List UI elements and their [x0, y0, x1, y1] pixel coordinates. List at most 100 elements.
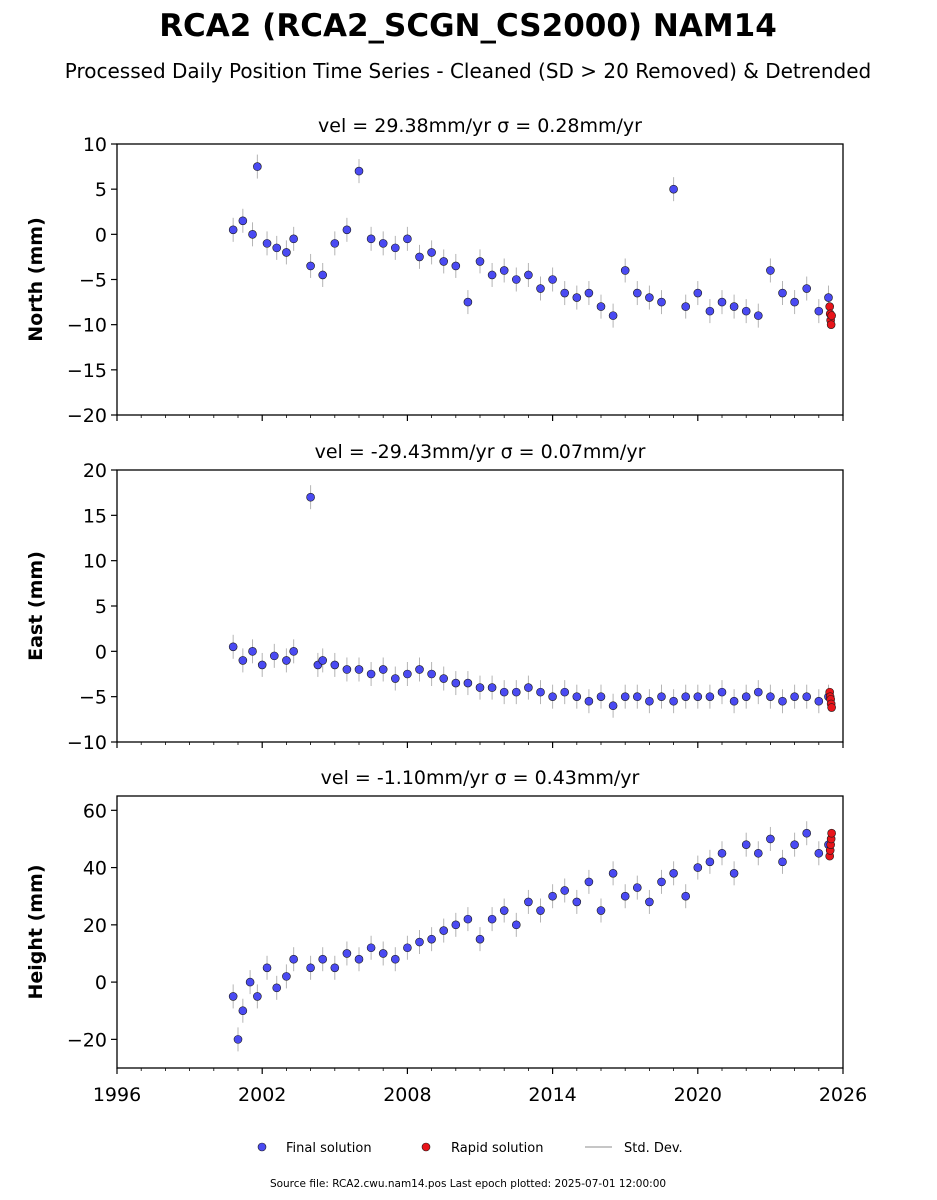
y-tick-label: −20 [67, 405, 107, 427]
final-point [318, 656, 328, 665]
rapid-point [827, 311, 836, 320]
final-point [620, 891, 630, 901]
y-tick-label: 20 [83, 915, 107, 937]
panel-title: vel = -29.43mm/yr σ = 0.07mm/yr [315, 441, 646, 463]
final-point [572, 692, 582, 701]
final-point [645, 897, 654, 907]
final-point [390, 243, 400, 253]
final-point [596, 692, 606, 701]
final-point [318, 954, 328, 964]
final-point [657, 877, 666, 887]
final-point [282, 972, 291, 981]
final-point [499, 906, 509, 915]
final-point [228, 992, 238, 1001]
final-point [693, 863, 703, 872]
y-axis-label: East (mm) [25, 551, 47, 661]
final-point [342, 225, 352, 235]
final-point [511, 920, 521, 930]
final-point [451, 678, 461, 688]
final-point [753, 848, 763, 858]
final-point [705, 692, 715, 701]
final-point [342, 665, 352, 674]
final-point [717, 297, 727, 307]
final-point [354, 954, 364, 964]
final-point [705, 857, 715, 867]
y-tick-label: 0 [95, 224, 107, 246]
final-point [608, 311, 618, 320]
final-point [753, 687, 763, 697]
final-point [475, 683, 485, 692]
y-tick-label: −5 [79, 687, 107, 709]
final-point [790, 297, 799, 307]
final-point [717, 848, 727, 858]
final-point [524, 897, 533, 907]
final-point [228, 642, 238, 652]
final-point [306, 261, 315, 271]
final-point [463, 297, 473, 307]
final-point [717, 687, 727, 697]
panel-title: vel = -1.10mm/yr σ = 0.43mm/yr [321, 767, 640, 789]
final-point [657, 692, 666, 701]
y-tick-label: −15 [67, 360, 107, 382]
final-point [487, 270, 497, 280]
x-tick-label: 1996 [93, 1084, 141, 1106]
final-point [632, 692, 642, 701]
final-point [524, 683, 533, 692]
final-point [228, 225, 238, 235]
final-point [596, 906, 606, 915]
final-point [378, 239, 388, 248]
final-point [536, 687, 545, 697]
final-point [802, 828, 812, 838]
final-point [330, 239, 340, 248]
final-point [306, 963, 315, 973]
final-point [354, 166, 364, 176]
final-point [584, 877, 594, 887]
final-point [487, 914, 497, 924]
final-point [620, 266, 630, 275]
final-point [620, 692, 630, 701]
final-point [282, 656, 291, 665]
final-point [814, 306, 824, 316]
final-point [729, 869, 739, 878]
final-point [475, 934, 485, 944]
x-tick-label: 2008 [383, 1084, 431, 1106]
final-point [487, 683, 497, 692]
rapid-point [826, 320, 836, 329]
final-point [632, 288, 642, 298]
final-point [306, 492, 315, 502]
legend-final-label: Final solution [286, 1141, 372, 1156]
final-point [814, 848, 824, 858]
final-point [778, 696, 787, 706]
final-point [729, 696, 739, 706]
x-tick-label: 2014 [528, 1084, 576, 1106]
y-axis-label: North (mm) [25, 217, 47, 342]
final-point [238, 1006, 248, 1016]
final-point [272, 983, 282, 993]
y-tick-label: −5 [79, 270, 107, 292]
final-point [632, 883, 642, 892]
y-tick-label: 15 [83, 505, 107, 527]
legend: Final solution Rapid solution Std. Dev. [257, 1141, 683, 1156]
x-tick-label: 2002 [238, 1084, 286, 1106]
final-point [693, 288, 703, 298]
final-point [451, 261, 461, 271]
final-point [536, 906, 545, 915]
y-axis-label: Height (mm) [25, 864, 47, 999]
final-point [248, 647, 257, 656]
final-point [330, 660, 340, 670]
final-point [802, 692, 812, 701]
y-tick-label: 0 [95, 641, 107, 663]
final-point [415, 937, 424, 947]
final-point [669, 184, 678, 194]
final-point [439, 926, 449, 935]
final-point [366, 234, 376, 244]
final-point [463, 914, 473, 924]
final-point [681, 302, 691, 311]
y-tick-label: 5 [95, 179, 107, 201]
final-point [253, 162, 262, 171]
final-point [366, 669, 376, 679]
final-point [427, 248, 436, 257]
final-point [608, 701, 618, 711]
legend-rapid-label: Rapid solution [451, 1141, 543, 1156]
